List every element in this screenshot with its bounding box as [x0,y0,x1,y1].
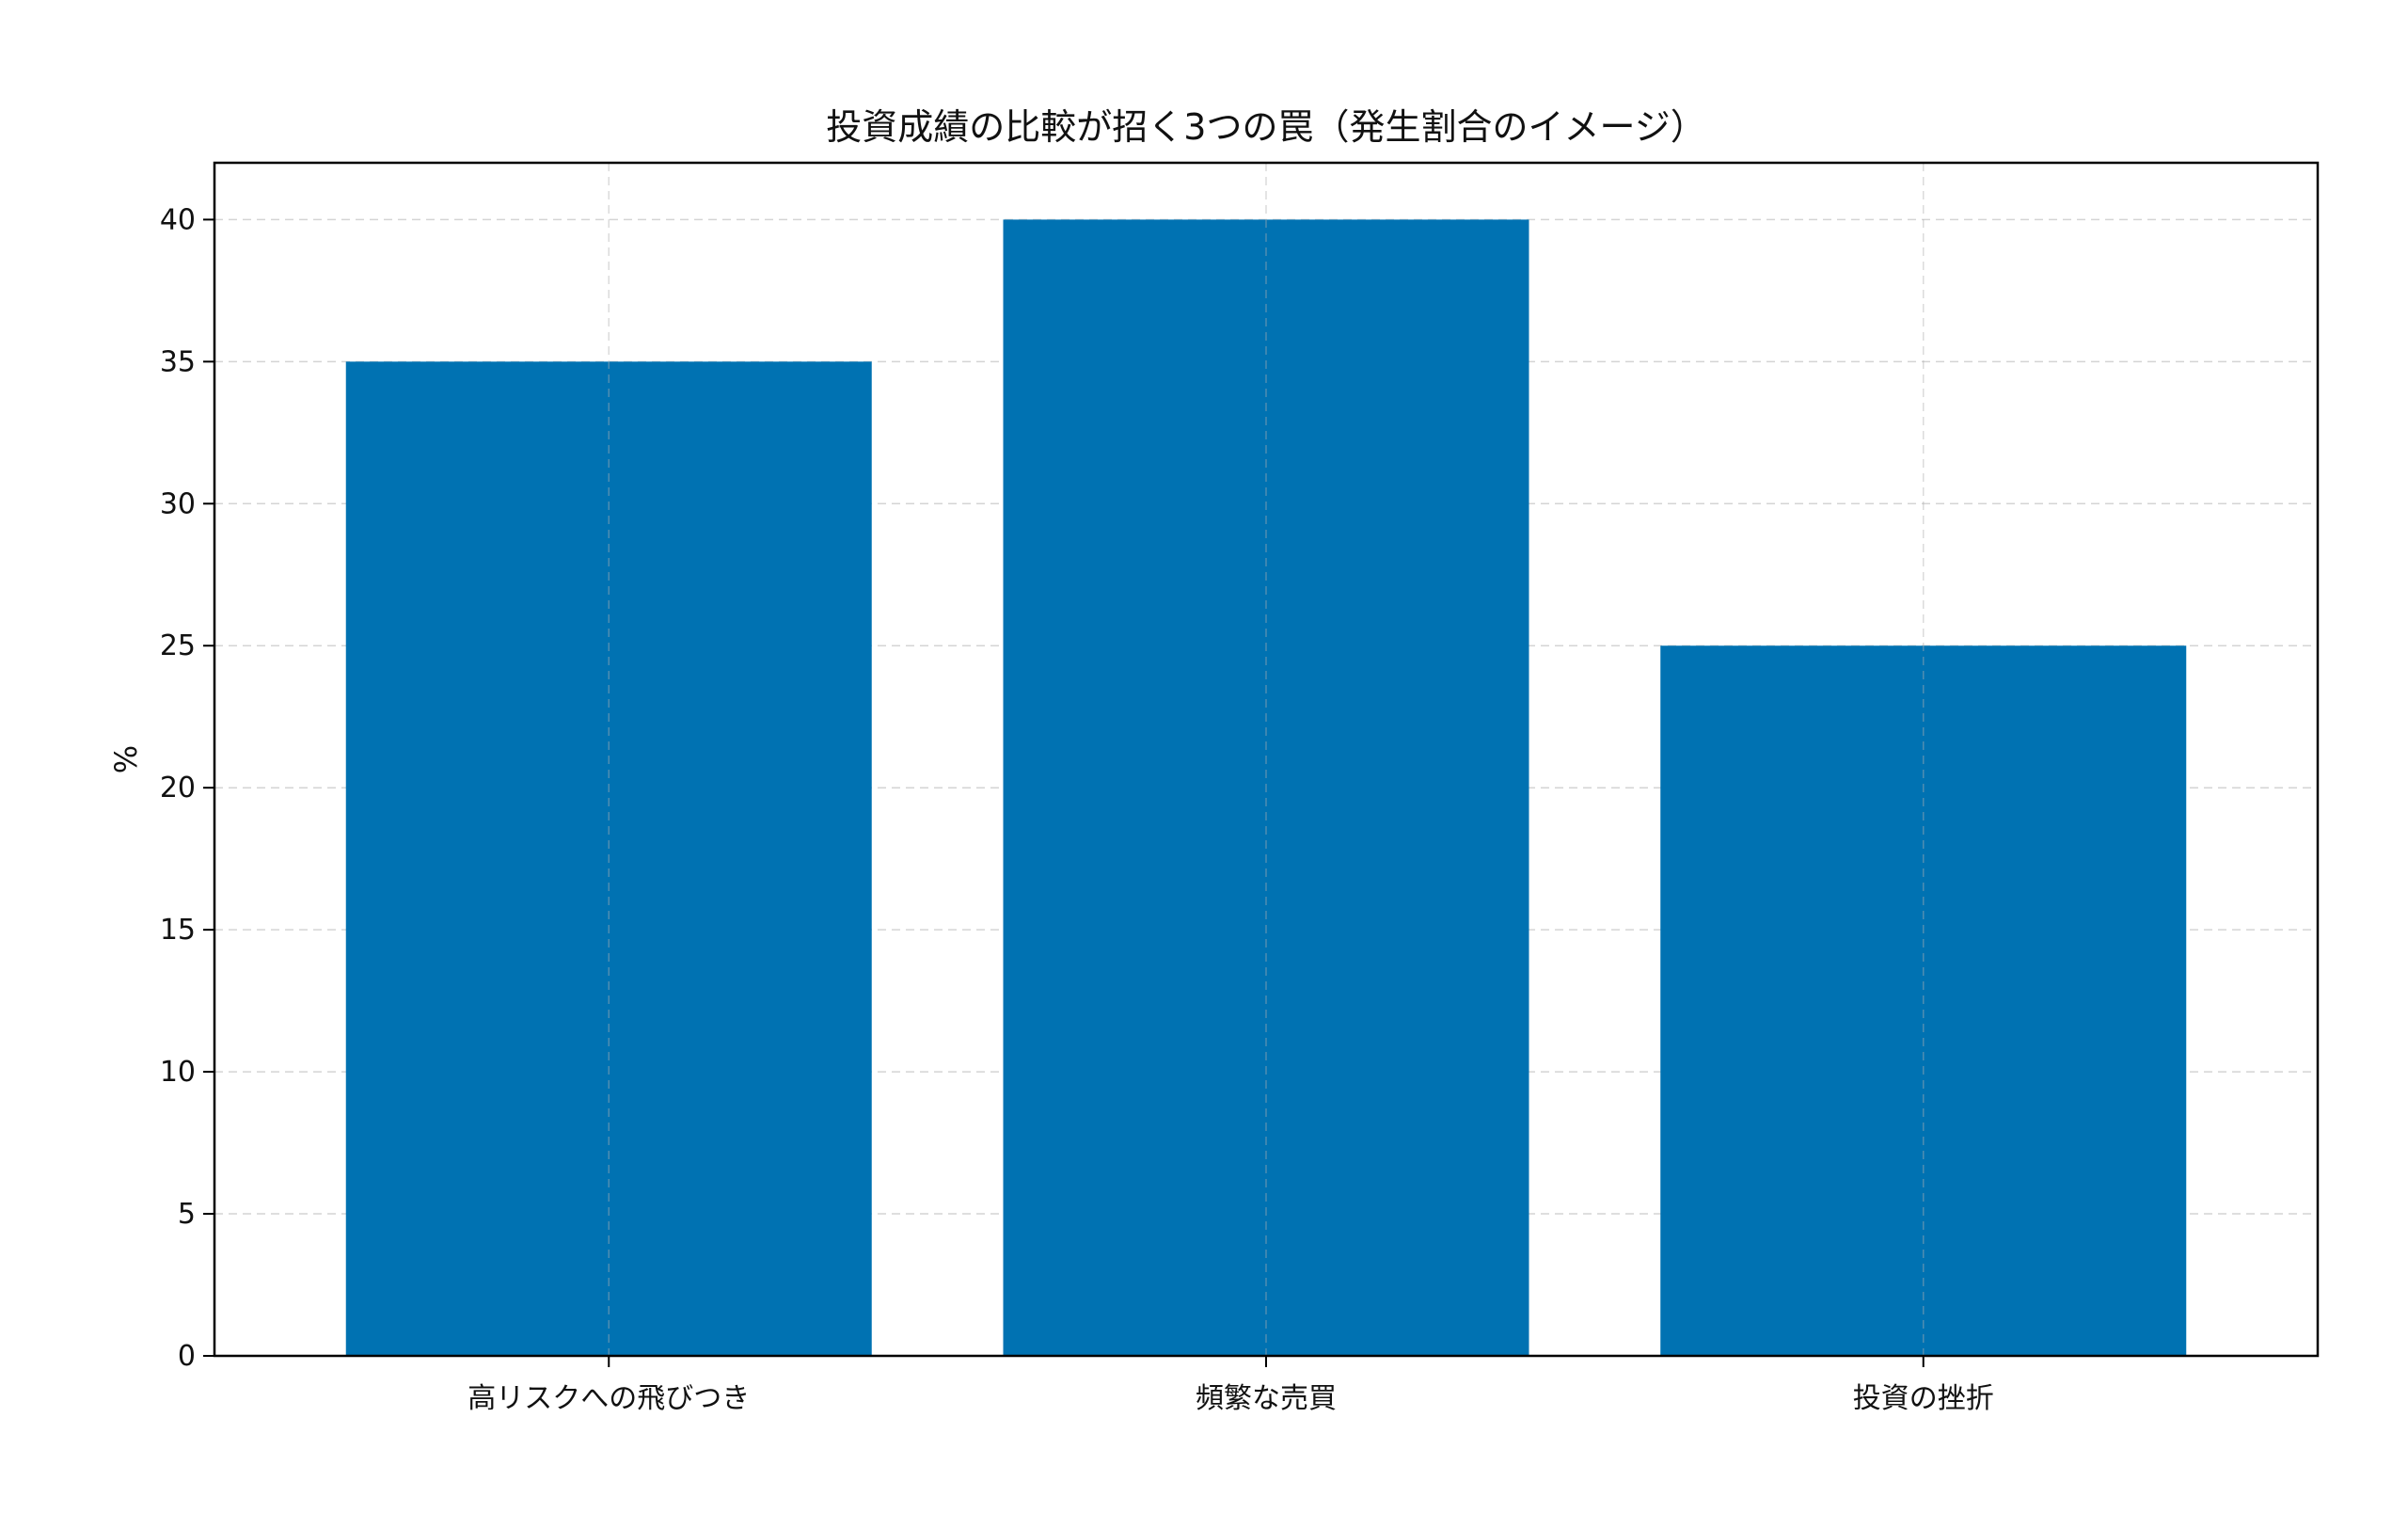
y-tick-label: 30 [160,487,196,520]
bar [345,361,872,1356]
y-tick-label: 10 [160,1056,196,1089]
x-tick-label: 投資の挫折 [1853,1382,1994,1415]
x-tick-label: 高リスクへの飛びつき [467,1382,750,1415]
y-tick-label: 25 [160,629,196,662]
y-tick-label: 20 [160,772,196,804]
y-axis-title: % [108,745,144,773]
ticks-layer: 0 5 10 15 20 25 30 35 40 高リスクへの飛びつき 頻繁な売買 投資の挫折 [160,203,1994,1415]
y-tick-label: 40 [160,203,196,236]
chart-title: 投資成績の比較が招く3つの罠（発生割合のイメージ） [826,106,1705,148]
bars-layer [345,219,2187,1356]
x-tick-label: 頻繁な売買 [1196,1382,1337,1415]
y-tick-label: 35 [160,345,196,378]
y-tick-label: 15 [160,914,196,947]
y-tick-label: 5 [178,1198,196,1231]
y-tick-label: 0 [178,1340,196,1373]
bar [1003,219,1529,1356]
bar [1660,645,2187,1356]
